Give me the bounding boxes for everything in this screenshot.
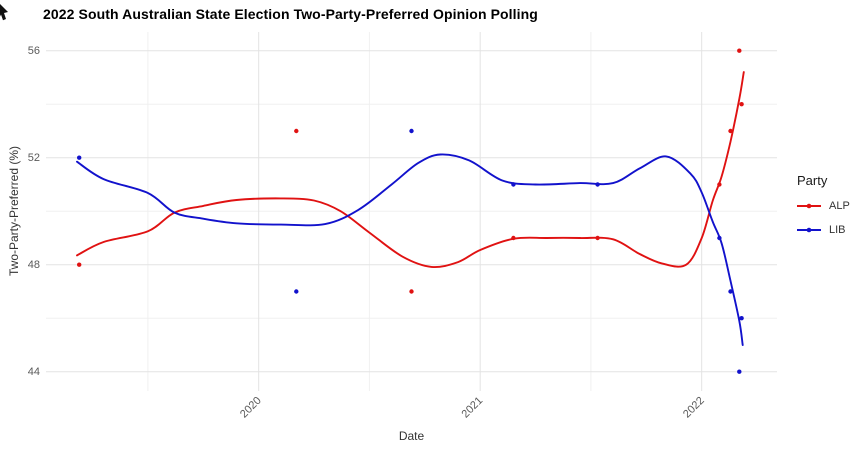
lib-line-point-key-icon: [797, 227, 821, 233]
legend-entry-label: LIB: [829, 224, 846, 236]
y-tick-label: 56: [28, 45, 40, 57]
legend-entry-alp: ALP: [797, 200, 850, 212]
data-point-alp: [511, 235, 516, 241]
legend-title: Party: [797, 173, 828, 188]
y-axis-title: Two-Party-Preferred (%): [7, 145, 21, 277]
data-point-lib: [409, 128, 414, 134]
x-tick-label: 2020: [238, 395, 264, 421]
alp-line-point-key-icon: [797, 203, 821, 209]
trend-line-lib: [76, 153, 744, 346]
y-tick-label: 52: [28, 152, 40, 164]
x-axis-title: Date: [398, 429, 425, 443]
data-point-lib: [737, 369, 742, 374]
data-point-lib: [77, 155, 82, 160]
data-point-lib: [511, 182, 516, 187]
data-point-lib: [294, 289, 299, 294]
legend-entry-label: ALP: [829, 200, 850, 212]
legend: Party ALP LIB: [797, 173, 850, 236]
data-point-alp: [717, 182, 722, 187]
data-point-lib: [739, 316, 744, 321]
data-point-alp: [739, 102, 744, 107]
y-tick-label: 44: [28, 366, 40, 378]
legend-entry-lib: LIB: [797, 224, 850, 236]
data-point-alp: [737, 48, 742, 53]
data-point-lib: [717, 235, 722, 241]
cursor-artifact: [0, 4, 8, 21]
data-point-alp: [77, 262, 82, 267]
y-tick-label: 48: [28, 259, 40, 271]
data-point-alp: [595, 235, 600, 241]
x-tick-label: 2022: [681, 395, 707, 421]
data-point-lib: [595, 182, 600, 187]
data-point-alp: [294, 128, 299, 134]
data-point-lib: [728, 289, 733, 294]
data-point-alp: [409, 289, 414, 294]
x-tick-label: 2021: [460, 395, 486, 421]
trend-line-alp: [76, 71, 745, 269]
data-point-alp: [728, 128, 733, 134]
chart-title: 2022 South Australian State Election Two…: [43, 6, 538, 22]
